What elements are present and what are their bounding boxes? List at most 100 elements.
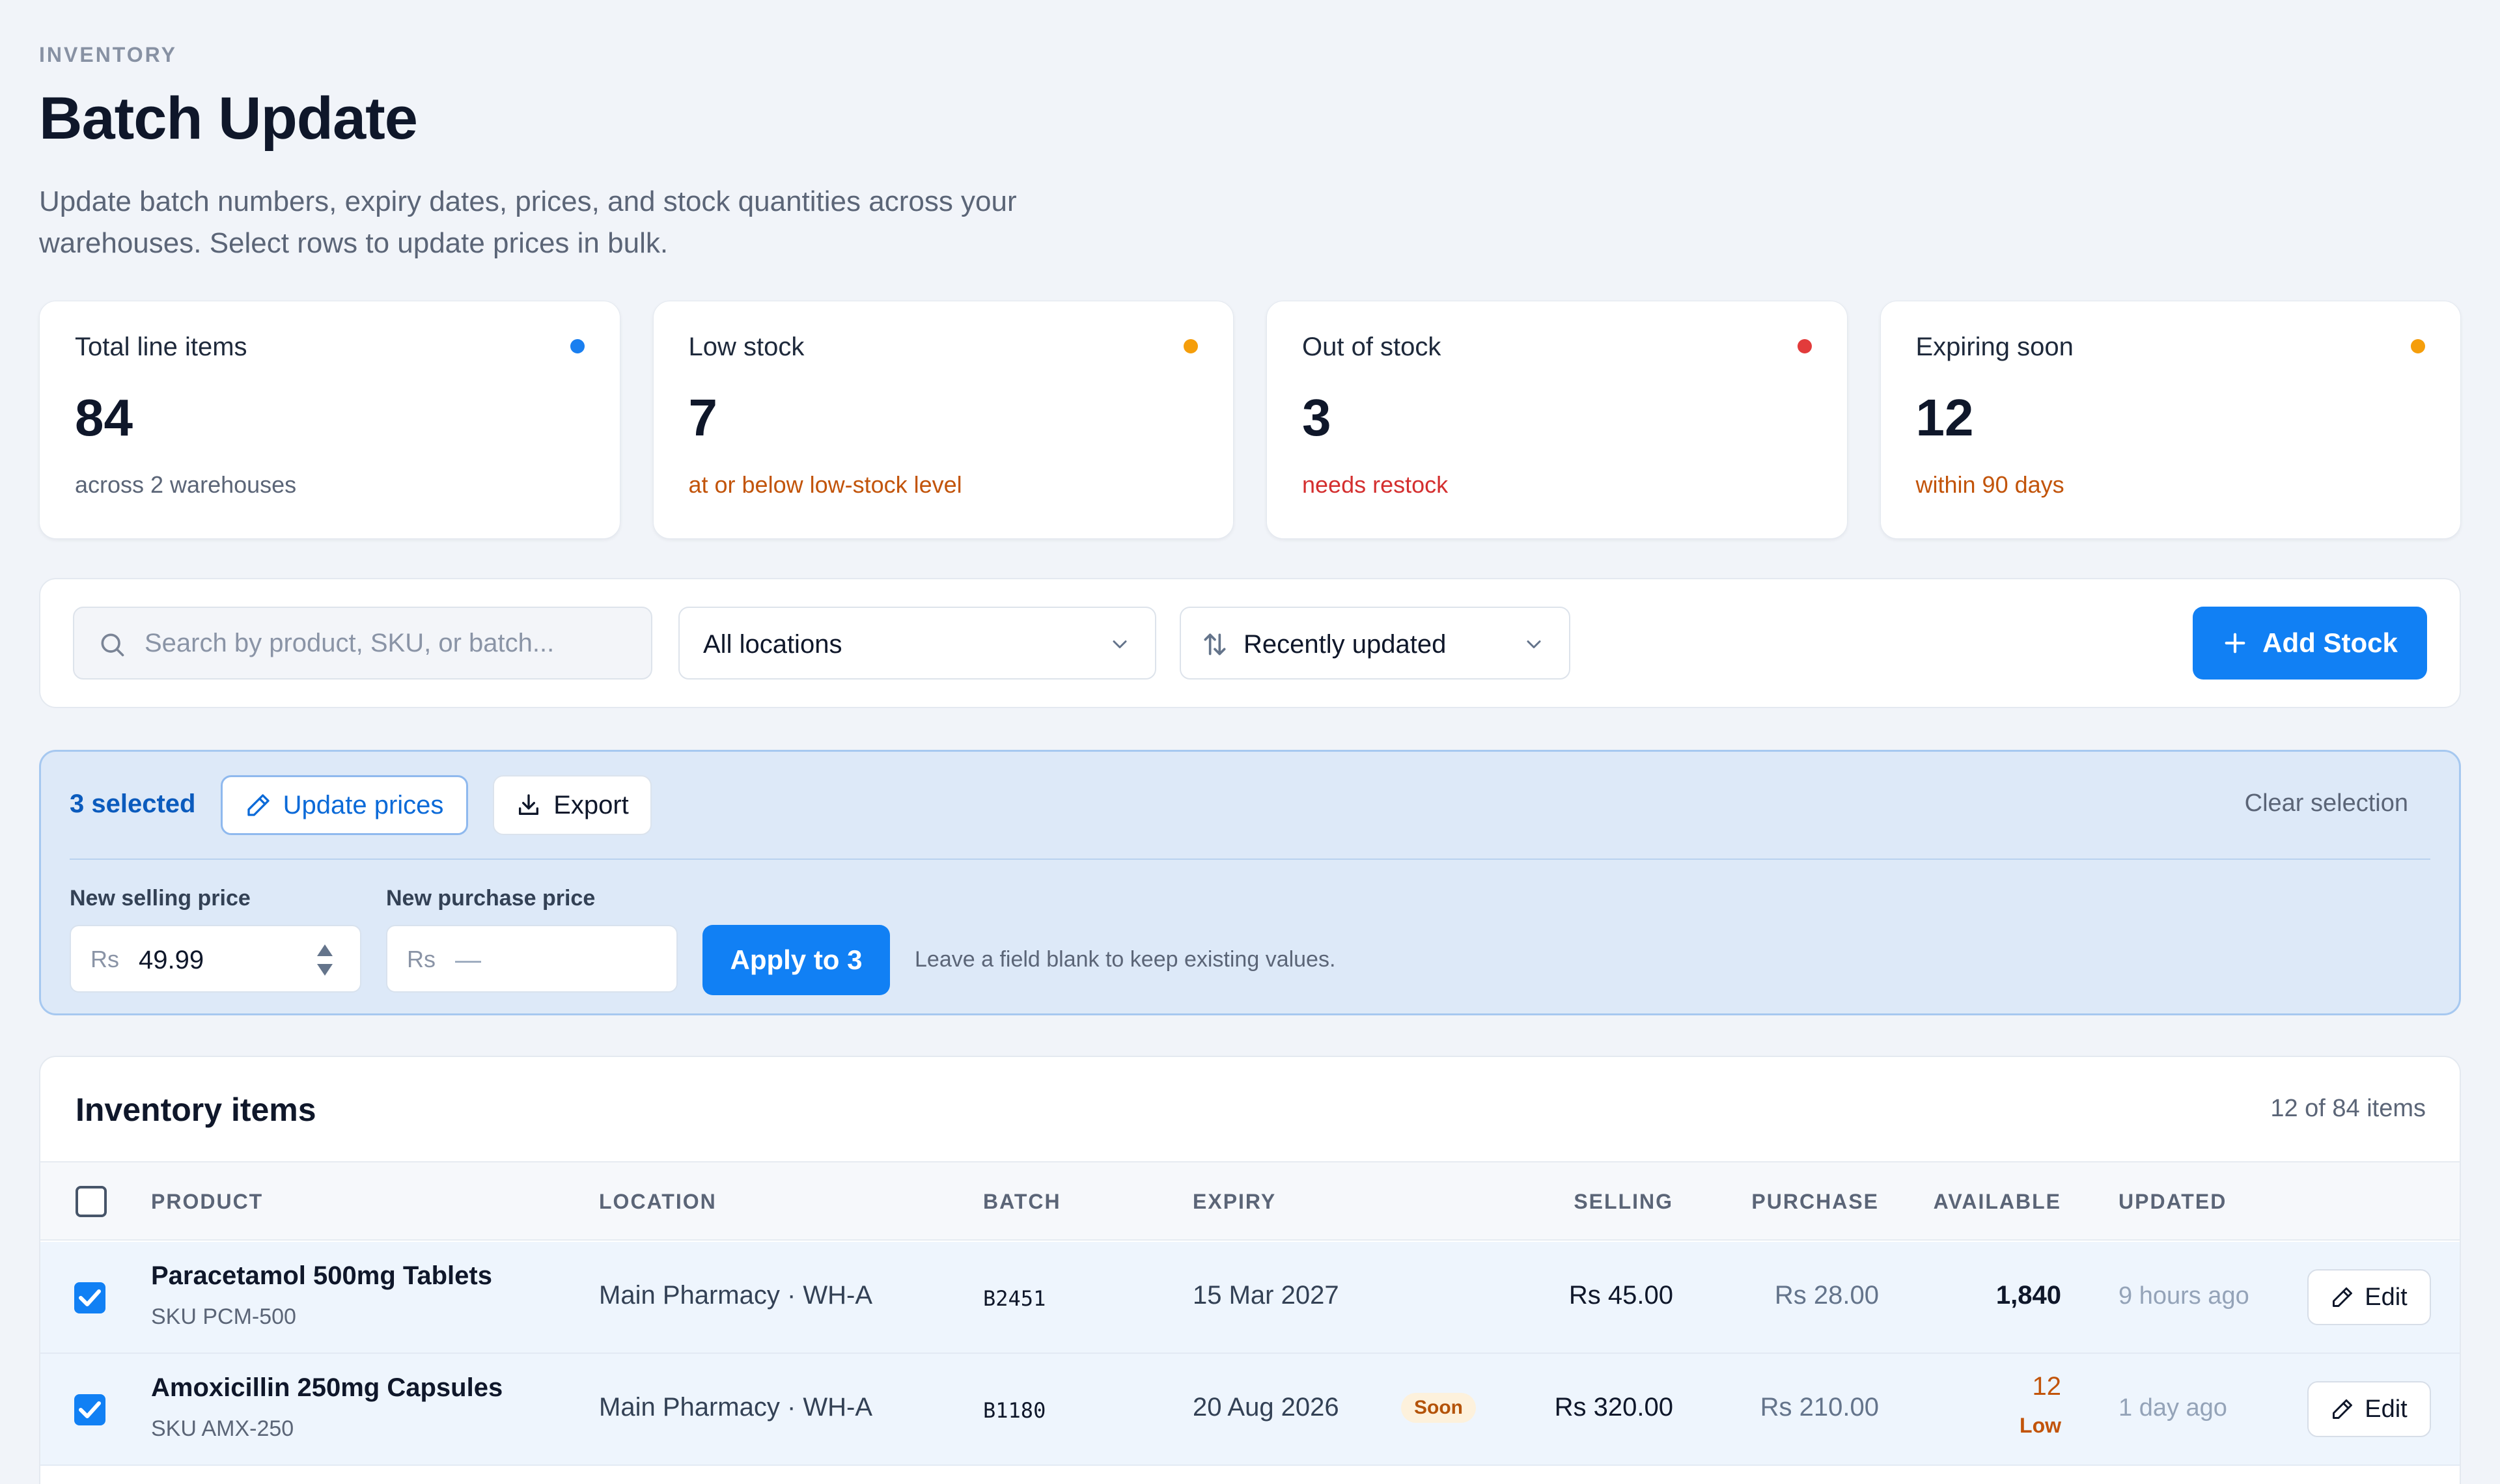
product-name[interactable]: Paracetamol 500mg Tablets (151, 1261, 492, 1290)
edit-label: Edit (2365, 1395, 2408, 1423)
stat-note: needs restock (1302, 471, 1449, 498)
selling-price-label: New selling price (70, 886, 251, 911)
update-prices-label: Update prices (283, 790, 444, 819)
add-stock-label: Add Stock (2262, 627, 2398, 658)
edit-label: Edit (2365, 1283, 2408, 1311)
search-box[interactable] (73, 607, 652, 680)
export-button[interactable]: Export (493, 775, 652, 835)
product-sku: SKU AMX-250 (151, 1416, 294, 1441)
available-cell: 1,840 (1995, 1281, 2061, 1310)
updated-cell: 9 hours ago (2118, 1282, 2249, 1310)
stat-value: 12 (1915, 389, 1974, 447)
column-header-purchase[interactable]: PURCHASE (1751, 1190, 1879, 1213)
chevron-down-icon (1527, 640, 1541, 648)
column-header-product[interactable]: PRODUCT (151, 1190, 264, 1213)
selling-price-cell: Rs 45.00 (1568, 1281, 1673, 1310)
select-all-checkbox[interactable] (76, 1186, 107, 1217)
status-dot-icon (2411, 339, 2425, 353)
stat-label: Out of stock (1302, 333, 1441, 361)
pencil-icon (2333, 1287, 2353, 1307)
location-select-value: All locations (703, 630, 842, 659)
currency-prefix: Rs (90, 946, 119, 972)
table-header: PRODUCT LOCATION BATCH EXPIRY SELLING PU… (40, 1161, 2460, 1241)
product-name[interactable]: Amoxicillin 250mg Capsules (151, 1373, 503, 1402)
page-title: Batch Update (39, 85, 418, 152)
stat-card-out-of-stock: Out of stock 3 needs restock (1266, 301, 1848, 539)
inventory-table-card: Inventory items 12 of 84 items PRODUCT L… (39, 1056, 2461, 1484)
row-checkbox[interactable] (74, 1394, 105, 1425)
row-checkbox[interactable] (74, 1282, 105, 1313)
sort-arrows-icon (1204, 633, 1226, 655)
sort-select[interactable]: Recently updated (1180, 607, 1570, 680)
currency-prefix: Rs (407, 946, 436, 972)
stat-note: at or below low-stock level (688, 471, 962, 498)
location-cell: Main Pharmacy · WH-A (599, 1393, 873, 1422)
selling-price-cell: Rs 320.00 (1554, 1393, 1673, 1422)
table-row[interactable]: Paracetamol 500mg Tablets SKU PCM-500 Ma… (40, 1242, 2460, 1354)
edit-button[interactable]: Edit (2307, 1269, 2431, 1325)
stat-note: across 2 warehouses (75, 471, 297, 498)
purchase-price-placeholder: — (455, 946, 481, 974)
selling-price-value: 49.99 (139, 946, 204, 974)
location-select[interactable]: All locations (678, 607, 1156, 680)
stat-value: 84 (75, 389, 133, 447)
stat-value: 7 (688, 389, 718, 447)
sort-select-value: Recently updated (1243, 630, 1447, 659)
stepper-icon[interactable] (316, 943, 334, 977)
update-prices-button[interactable]: Update prices (221, 775, 468, 835)
available-cell: 12 (2032, 1372, 2062, 1401)
column-header-batch[interactable]: BATCH (983, 1190, 1061, 1213)
column-header-expiry[interactable]: EXPIRY (1193, 1190, 1277, 1213)
table-row[interactable]: Amoxicillin 250mg Capsules SKU AMX-250 M… (40, 1354, 2460, 1466)
status-dot-icon (1184, 339, 1198, 353)
search-icon (101, 633, 124, 657)
add-stock-button[interactable]: Add Stock (2193, 607, 2427, 680)
column-header-selling[interactable]: SELLING (1574, 1190, 1673, 1213)
location-cell: Main Pharmacy · WH-A (599, 1281, 873, 1310)
stat-label: Expiring soon (1915, 333, 2074, 361)
helper-text: Leave a field blank to keep existing val… (915, 947, 1336, 972)
clear-selection-link[interactable]: Clear selection (2244, 790, 2408, 817)
breadcrumb: INVENTORY (39, 43, 177, 66)
stat-value: 3 (1302, 389, 1331, 447)
chevron-down-icon (1113, 640, 1127, 648)
pencil-icon (2333, 1399, 2353, 1419)
divider (70, 859, 2430, 860)
page-subtitle: Update batch numbers, expiry dates, pric… (39, 186, 1017, 259)
batch-cell: B2451 (983, 1286, 1046, 1311)
stats-row: Total line items 84 across 2 warehouses … (39, 301, 2461, 539)
checkmark-icon (79, 1401, 101, 1418)
table-title: Inventory items (76, 1092, 316, 1128)
stat-card-low-stock: Low stock 7 at or below low-stock level (652, 301, 1234, 539)
low-stock-badge: Low (2020, 1414, 2061, 1437)
apply-button[interactable]: Apply to 3 (702, 925, 890, 995)
filter-toolbar: All locations Recently updated Add Stock (39, 578, 2461, 708)
stat-card-total: Total line items 84 across 2 warehouses (39, 301, 620, 539)
expiry-soon-badge: Soon (1401, 1393, 1476, 1423)
column-header-updated[interactable]: UPDATED (2118, 1190, 2227, 1213)
purchase-price-cell: Rs 28.00 (1774, 1281, 1879, 1310)
pencil-icon (247, 794, 270, 816)
purchase-price-input[interactable]: Rs — (386, 925, 678, 993)
purchase-price-cell: Rs 210.00 (1760, 1393, 1879, 1422)
selection-count: 3 selected (70, 790, 196, 818)
selling-price-input[interactable]: Rs 49.99 (70, 925, 361, 993)
stat-card-expiring-soon: Expiring soon 12 within 90 days (1880, 301, 2461, 539)
column-header-location[interactable]: LOCATION (599, 1190, 717, 1213)
column-header-available[interactable]: AVAILABLE (1933, 1190, 2061, 1213)
table-count: 12 of 84 items (2270, 1095, 2426, 1122)
status-dot-icon (570, 339, 585, 353)
checkmark-icon (79, 1289, 101, 1306)
purchase-price-label: New purchase price (386, 886, 596, 911)
expiry-cell: 20 Aug 2026 (1193, 1393, 1339, 1422)
expiry-cell: 15 Mar 2027 (1193, 1281, 1339, 1310)
bulk-action-panel: 3 selected Update prices Export Clear se… (39, 750, 2461, 1015)
edit-button[interactable]: Edit (2307, 1381, 2431, 1437)
stat-note: within 90 days (1915, 471, 2064, 498)
plus-icon (2225, 633, 2245, 653)
status-dot-icon (1797, 339, 1812, 353)
download-icon (519, 794, 539, 815)
batch-cell: B1180 (983, 1398, 1046, 1423)
search-input[interactable] (145, 608, 639, 678)
